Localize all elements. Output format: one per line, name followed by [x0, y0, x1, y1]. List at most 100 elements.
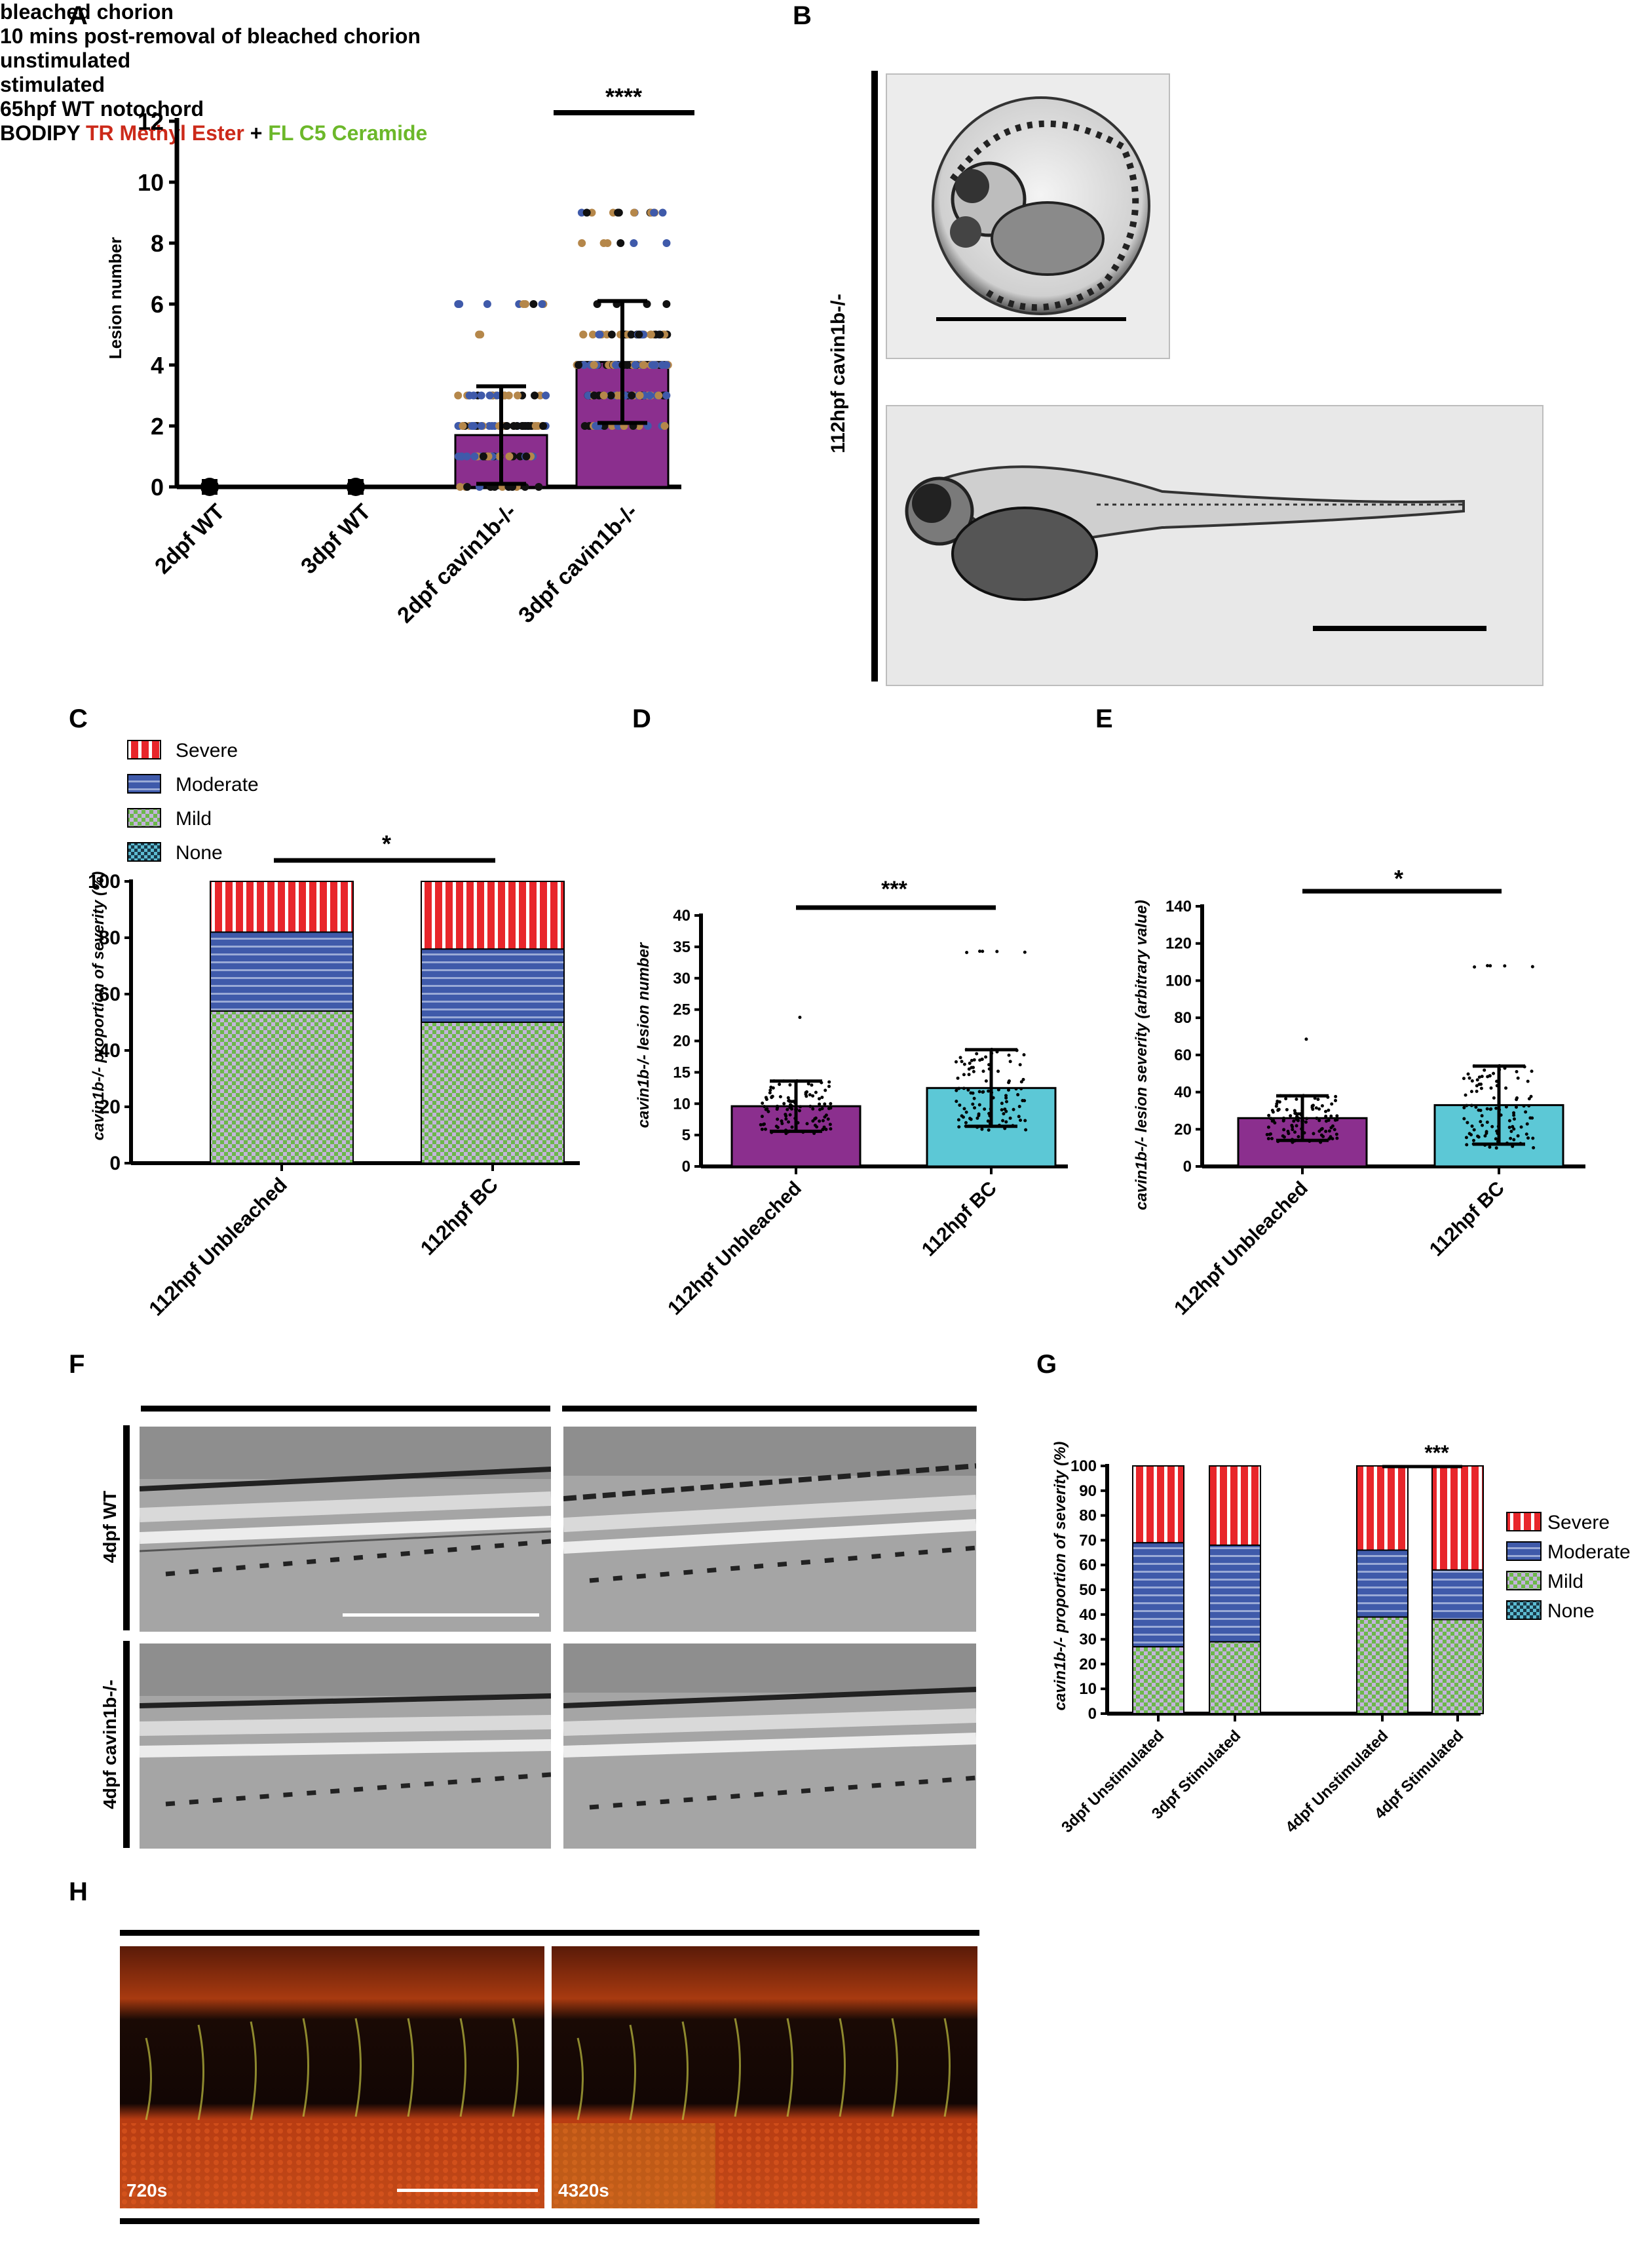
a-zero-marker [348, 479, 364, 495]
g-y-tick-label: 0 [1088, 1705, 1097, 1723]
d-data-point [765, 1098, 768, 1102]
d-data-point [984, 1055, 988, 1059]
a-data-point [504, 391, 513, 400]
a-data-point [628, 391, 636, 400]
e-data-point [1527, 1097, 1531, 1101]
panel-f-wt-row-bar [123, 1425, 130, 1630]
legend-label-mild: Mild [176, 808, 212, 830]
e-data-point [1509, 1136, 1513, 1140]
a-data-point [502, 422, 511, 430]
e-data-point [1480, 1075, 1484, 1079]
e-data-point [1464, 1136, 1468, 1140]
a-data-point [648, 361, 656, 369]
a-data-point [575, 361, 583, 369]
d-data-point [764, 1107, 768, 1111]
d-data-point [1018, 1063, 1022, 1067]
g-y-tick-label: 40 [1079, 1606, 1097, 1624]
e-data-point [1530, 1069, 1534, 1073]
a-data-point [479, 452, 487, 461]
a-data-point [616, 239, 625, 247]
a-y-tick-label: 2 [151, 413, 164, 440]
a-data-point [656, 330, 664, 339]
e-data-point [1310, 1105, 1314, 1109]
d-data-point [823, 1115, 827, 1119]
e-data-point [1273, 1121, 1277, 1125]
d-data-point [996, 1088, 1000, 1092]
a-y-tick-label: 12 [138, 108, 164, 135]
g-legend-label-severe: Severe [1547, 1512, 1610, 1533]
d-y-tick-label: 40 [673, 907, 691, 925]
e-data-point [1327, 1108, 1331, 1112]
a-data-point [623, 361, 632, 369]
d-data-point [823, 1102, 827, 1106]
d-data-point [977, 1112, 981, 1116]
d-data-point [763, 1105, 767, 1109]
e-data-point [1475, 1084, 1479, 1088]
a-x-tick-label: 3dpf cavin1b-/- [514, 499, 643, 628]
d-y-tick-label: 5 [682, 1126, 691, 1144]
e-data-point [1277, 1107, 1281, 1111]
d-data-point [962, 1062, 966, 1066]
e-data-point [1488, 964, 1492, 968]
d-data-point [987, 1089, 991, 1093]
d-data-point [1017, 1115, 1021, 1119]
d-data-point [954, 1060, 958, 1064]
panel-c-ylabel: cavin1b-/- proportion of severity (%) [90, 872, 107, 1141]
a-data-point [595, 330, 603, 339]
a-data-point [654, 391, 663, 400]
e-data-point [1335, 1114, 1339, 1118]
a-data-point [521, 300, 529, 308]
e-data-point [1329, 1126, 1333, 1130]
d-data-point [761, 1101, 765, 1105]
d-data-point [956, 1118, 960, 1122]
e-data-point [1293, 1109, 1297, 1113]
d-data-point [813, 1117, 817, 1121]
e-data-point [1494, 1137, 1498, 1141]
d-data-point [778, 1083, 782, 1086]
d-data-point [1023, 1099, 1027, 1103]
d-data-point [808, 1093, 812, 1097]
d-y-tick-label: 15 [673, 1064, 691, 1081]
d-data-point [808, 1104, 812, 1108]
a-data-point [630, 208, 638, 217]
g-y-tick-label: 10 [1079, 1680, 1097, 1698]
g-x-tick-label: 4dpf Unstimulated [1282, 1727, 1391, 1836]
a-data-point [635, 330, 643, 339]
panel-b-side-bar [871, 71, 878, 682]
g-bar-severe [1132, 1465, 1184, 1544]
e-data-point [1295, 1097, 1298, 1101]
d-data-point [972, 1069, 975, 1073]
d-data-point [824, 1127, 828, 1131]
e-data-point [1293, 1111, 1297, 1115]
g-bar-mild [1132, 1645, 1184, 1714]
panel-e-chart: cavin1b-/- lesion severity (arbitrary va… [1133, 865, 1585, 1319]
e-data-point [1477, 1135, 1481, 1139]
g-bar-moderate [1209, 1544, 1261, 1643]
e-data-point [1335, 1118, 1339, 1122]
e-data-point [1270, 1119, 1274, 1123]
e-data-point [1333, 1098, 1337, 1102]
e-data-point [1466, 1121, 1469, 1124]
panel-f-row-wt: 4dpf WT [100, 1490, 120, 1564]
d-y-tick-label: 30 [673, 970, 691, 988]
panel-letter-a: A [69, 1, 88, 30]
a-data-point [607, 330, 616, 339]
a-data-point [477, 391, 485, 400]
e-data-point [1292, 1119, 1296, 1123]
d-data-point [759, 1123, 763, 1126]
a-data-point [470, 422, 478, 430]
d-data-point [1000, 1108, 1004, 1112]
d-data-point [962, 1107, 966, 1111]
d-data-point [977, 1103, 981, 1107]
a-y-tick-label: 4 [151, 352, 164, 379]
panel-b-side-label: 112hpf cavin1b-/- [827, 294, 849, 453]
a-data-point [647, 330, 655, 339]
e-data-point [1465, 1104, 1469, 1107]
d-data-point [971, 1091, 975, 1095]
e-y-tick-label: 60 [1174, 1047, 1192, 1064]
d-data-point [782, 1102, 786, 1105]
e-data-point [1324, 1129, 1328, 1133]
d-data-point [981, 950, 985, 953]
d-data-point [962, 1073, 966, 1077]
d-data-point [1004, 1120, 1008, 1124]
